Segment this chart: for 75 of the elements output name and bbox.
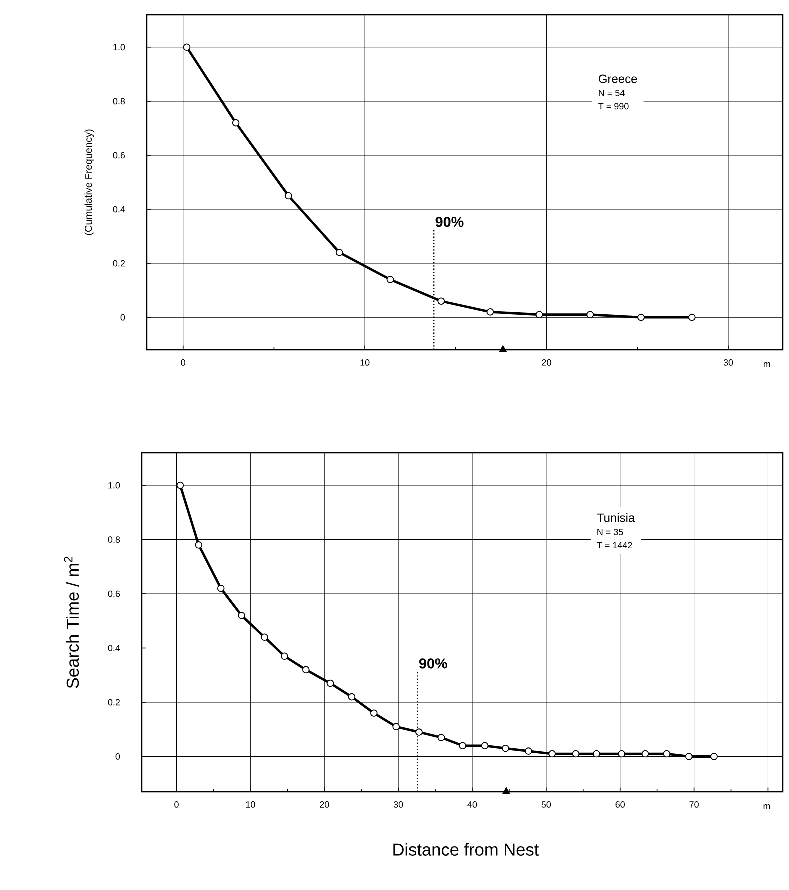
annotation: T = 990 [598, 103, 629, 110]
point [710, 753, 718, 760]
point [593, 750, 600, 758]
annotation: Greece [599, 74, 638, 84]
point [336, 249, 344, 256]
point [688, 314, 696, 322]
x-tick-label: 0 [174, 802, 179, 808]
point [232, 119, 240, 127]
annotation: Tunisia [597, 513, 636, 522]
point [326, 680, 334, 688]
point [536, 311, 544, 319]
y-tick-label: 0.8 [108, 536, 120, 543]
point [685, 753, 693, 760]
point [217, 584, 225, 592]
x-tick-label: 10 [246, 802, 256, 808]
point [261, 634, 268, 642]
point [481, 742, 489, 750]
point [586, 311, 594, 319]
x-tick-label: 10 [360, 360, 370, 366]
x-tick-label: 30 [394, 802, 404, 808]
y-tick-label: 0.2 [113, 260, 126, 267]
point [302, 666, 310, 674]
x-tick-label: 0 [181, 360, 186, 366]
annotation: 90% [436, 217, 464, 228]
point [502, 744, 510, 752]
point [618, 750, 626, 758]
point [285, 192, 292, 200]
x-axis-title: m [764, 362, 770, 368]
annotation: N = 35 [598, 529, 624, 536]
point [638, 314, 645, 322]
point [370, 710, 378, 717]
point [183, 44, 191, 52]
x-axis-title: m [764, 804, 770, 810]
y-axis-title: (Cumulative Frequency) [84, 130, 94, 236]
annotation: 90% [419, 658, 448, 669]
point [642, 750, 650, 758]
point [502, 787, 511, 794]
x-tick-label: 70 [690, 802, 699, 808]
y-tick-label: 0 [120, 314, 126, 321]
point [663, 750, 671, 758]
annotation: T = 1442 [597, 542, 632, 549]
point [281, 652, 288, 660]
point [486, 308, 494, 316]
y-tick-label: 1.0 [108, 482, 120, 489]
point [438, 298, 446, 306]
point [438, 734, 446, 742]
point [176, 482, 184, 490]
point [238, 612, 246, 620]
x-tick-label: 20 [542, 360, 552, 366]
y-axis-title: Search Time / m$^{2}$ [64, 556, 80, 688]
x-tick-label: 60 [616, 802, 626, 808]
x-tick-label: 30 [724, 360, 734, 366]
y-tick-label: 0.8 [113, 98, 126, 105]
point [459, 742, 467, 750]
x-tick-label: 50 [542, 802, 552, 808]
point [386, 276, 394, 284]
y-tick-label: 0 [116, 754, 120, 760]
text: Distance from Nest [394, 843, 540, 856]
point [499, 345, 508, 352]
point [572, 750, 580, 758]
x-tick-label: 20 [320, 802, 330, 808]
y-tick-label: 0.2 [108, 699, 120, 706]
point [195, 542, 203, 549]
point [392, 723, 400, 731]
point [525, 748, 532, 755]
point [416, 728, 423, 736]
point [348, 693, 356, 701]
y-tick-label: 0.6 [113, 152, 126, 159]
y-tick-label: 0.4 [108, 645, 120, 652]
y-tick-label: 0.6 [108, 590, 120, 598]
y-tick-label: 0.4 [113, 206, 126, 213]
y-tick-label: 1.0 [114, 44, 126, 51]
x-tick-label: 40 [468, 802, 478, 808]
annotation: N = 54 [599, 90, 625, 96]
point [548, 750, 556, 758]
